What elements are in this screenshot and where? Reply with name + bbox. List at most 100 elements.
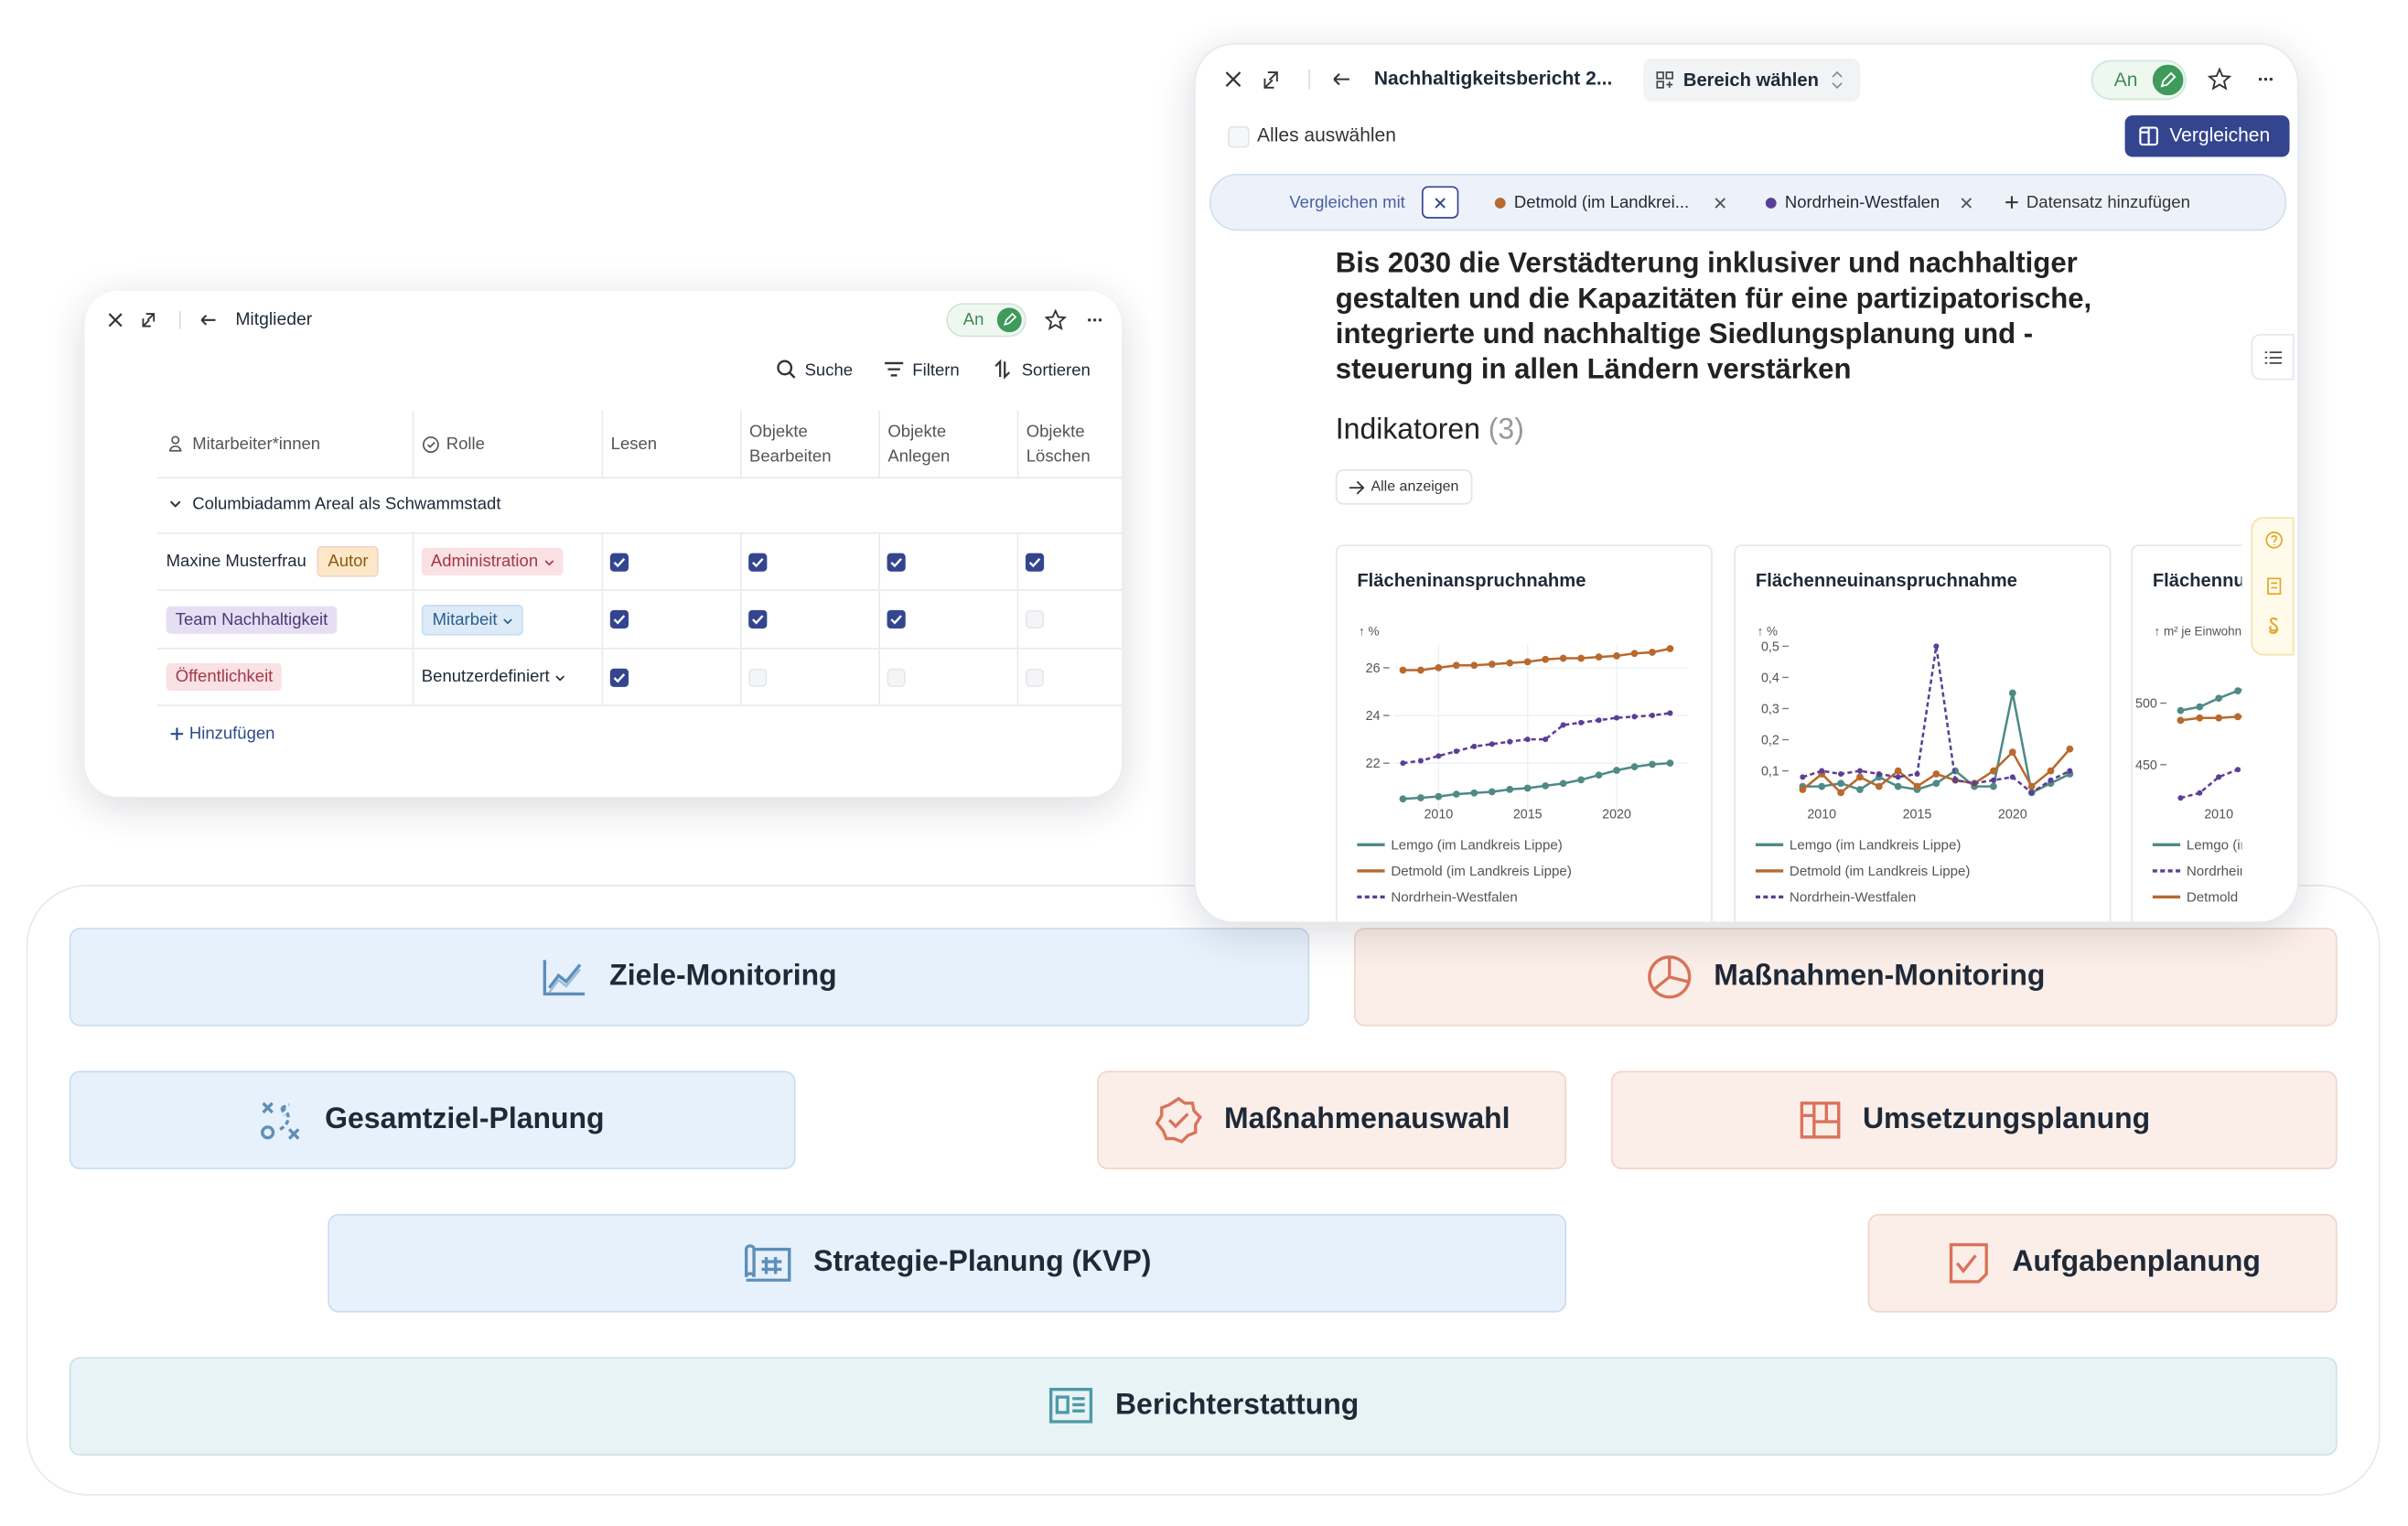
checkbox[interactable] [887, 552, 907, 572]
tile[interactable]: Gesamtziel-Planung [69, 1070, 796, 1170]
series-point [1990, 782, 1997, 790]
role-select[interactable]: Administration [421, 546, 564, 577]
series-point [1614, 715, 1620, 721]
icon [1949, 1242, 1988, 1284]
divider [878, 589, 880, 648]
toggle[interactable]: An [2091, 59, 2187, 101]
divider [1016, 589, 1019, 648]
caret-path [555, 675, 565, 682]
member-tag: Team Nachhaltigkeit [166, 605, 338, 634]
chip-label: Detmold (im Landkrei... [1513, 193, 1690, 213]
checkbox[interactable] [747, 667, 768, 687]
checkbox[interactable] [747, 552, 768, 572]
header-actions[interactable] [2208, 67, 2278, 91]
series-point [1649, 649, 1656, 656]
series-point [1417, 758, 1424, 764]
select-all[interactable]: Alles auswählen [1257, 124, 1396, 146]
series-point [1470, 789, 1478, 797]
icon [744, 1244, 790, 1282]
series-point [1932, 779, 1940, 788]
checkbox[interactable] [609, 552, 629, 572]
tile[interactable]: Strategie-Planung (KVP) [328, 1213, 1567, 1313]
series-point [1543, 736, 1549, 743]
tile[interactable]: Umsetzungsplanung [1610, 1070, 2338, 1170]
series-point [1488, 661, 1496, 668]
checkbox[interactable] [747, 609, 768, 629]
series-point [2047, 767, 2055, 775]
chart: ↑ % 22 24 26 2010 2015 2020 Lemgo (im Landkreis… [1357, 625, 1688, 906]
checkbox-tick [890, 615, 902, 625]
series-point [2009, 774, 2016, 780]
add-button[interactable]: Hinzufügen [188, 725, 275, 744]
side-tools[interactable] [2251, 517, 2295, 656]
series-point [1630, 650, 1639, 658]
header-icons [1225, 69, 1349, 90]
chart-card: Flächenneuinanspruchnahme ↑ % 0,1 0,2 0,3 0,4… [1734, 544, 2112, 922]
chart-card: Flächeninanspruchnahme ↑ % 22 24 26 2010 2015 2… [1335, 544, 1713, 922]
series-point [1894, 782, 1902, 790]
tile[interactable]: Berichterstattung [69, 1357, 2338, 1456]
show-all-button[interactable]: Alle anzeigen [1335, 468, 1473, 505]
series-point [1471, 743, 1478, 749]
series-point [2177, 706, 2185, 715]
checkbox[interactable] [1025, 609, 1045, 629]
icon [1832, 70, 1843, 90]
add-dataset[interactable]: Datensatz hinzufügen [2026, 193, 2190, 213]
member-cell: Team Nachhaltigkeit [166, 604, 338, 635]
icon [2264, 351, 2283, 364]
checkbox[interactable] [1025, 667, 1045, 687]
clear-button[interactable] [1421, 186, 1459, 219]
panel-title: Nachhaltigkeitsbericht 2... [1373, 67, 1613, 90]
y-axis-label: ↑ % [1359, 625, 1379, 639]
checkbox-tick [890, 557, 902, 567]
y-tick-label: 0,1 [1761, 765, 1779, 779]
divider [1016, 411, 1019, 478]
chip-remove[interactable] [1715, 197, 1726, 209]
toolbar-button[interactable]: Filtern [912, 361, 960, 381]
tile[interactable]: Ziele-Monitoring [69, 928, 1310, 1026]
y-tick-label: 26 [1366, 661, 1381, 676]
chip-remove[interactable] [1961, 197, 1973, 209]
checkbox-box [887, 609, 906, 629]
series-point [2177, 795, 2184, 801]
divider [156, 589, 1123, 591]
chart: ↑ % 0,1 0,2 0,3 0,4 0,5 2010 2015 2020 Lemgo (im … [1755, 625, 2074, 906]
series-point [1488, 788, 1496, 796]
chart-strip: Flächeninanspruchnahme ↑ % 22 24 26 2010 2015 2… [1335, 45, 2242, 922]
divider [739, 589, 742, 648]
y-tick-label: 0,5 [1761, 639, 1779, 654]
tile[interactable]: Aufgabenplanung [1867, 1213, 2338, 1313]
tile[interactable]: Maßnahmen-Monitoring [1353, 928, 2338, 1026]
toolbar-button[interactable]: Suche [804, 361, 854, 381]
toggle[interactable]: An [946, 303, 1027, 338]
checkbox[interactable] [1228, 125, 1250, 148]
role-select[interactable]: Benutzerdefiniert [422, 661, 575, 693]
checkbox[interactable] [887, 667, 907, 687]
header-icons [108, 310, 216, 329]
series-point [1818, 782, 1826, 790]
x-tick-label: 2010 [1424, 808, 1453, 822]
tile[interactable]: Maßnahmenauswahl [1097, 1070, 1567, 1170]
role-tag: Benutzerdefiniert [422, 663, 575, 691]
series-point [1559, 779, 1567, 788]
compare-button[interactable]: Vergleichen [2124, 115, 2290, 157]
series-line [1403, 712, 1671, 765]
role-select[interactable]: Mitarbeit [421, 604, 524, 635]
area-select[interactable]: Bereich wählen [1643, 58, 1861, 102]
series-point [1837, 789, 1844, 797]
checkbox[interactable] [887, 609, 907, 629]
tile-label: Berichterstattung [1114, 1389, 1360, 1422]
series-point [1990, 767, 1997, 775]
toc-button[interactable] [2251, 333, 2295, 381]
checkbox-tick [752, 557, 764, 567]
checkbox[interactable] [1025, 552, 1045, 572]
series-point [1417, 666, 1424, 674]
toolbar-button[interactable]: Sortieren [1021, 361, 1091, 381]
checkbox[interactable] [609, 667, 629, 687]
x-tick-label: 2020 [1602, 808, 1631, 822]
series-point [1667, 710, 1673, 716]
checkbox[interactable] [609, 609, 629, 629]
series-point [1523, 784, 1532, 792]
header-actions[interactable] [1044, 309, 1106, 331]
tile-label: Aufgabenplanung [2012, 1246, 2261, 1279]
